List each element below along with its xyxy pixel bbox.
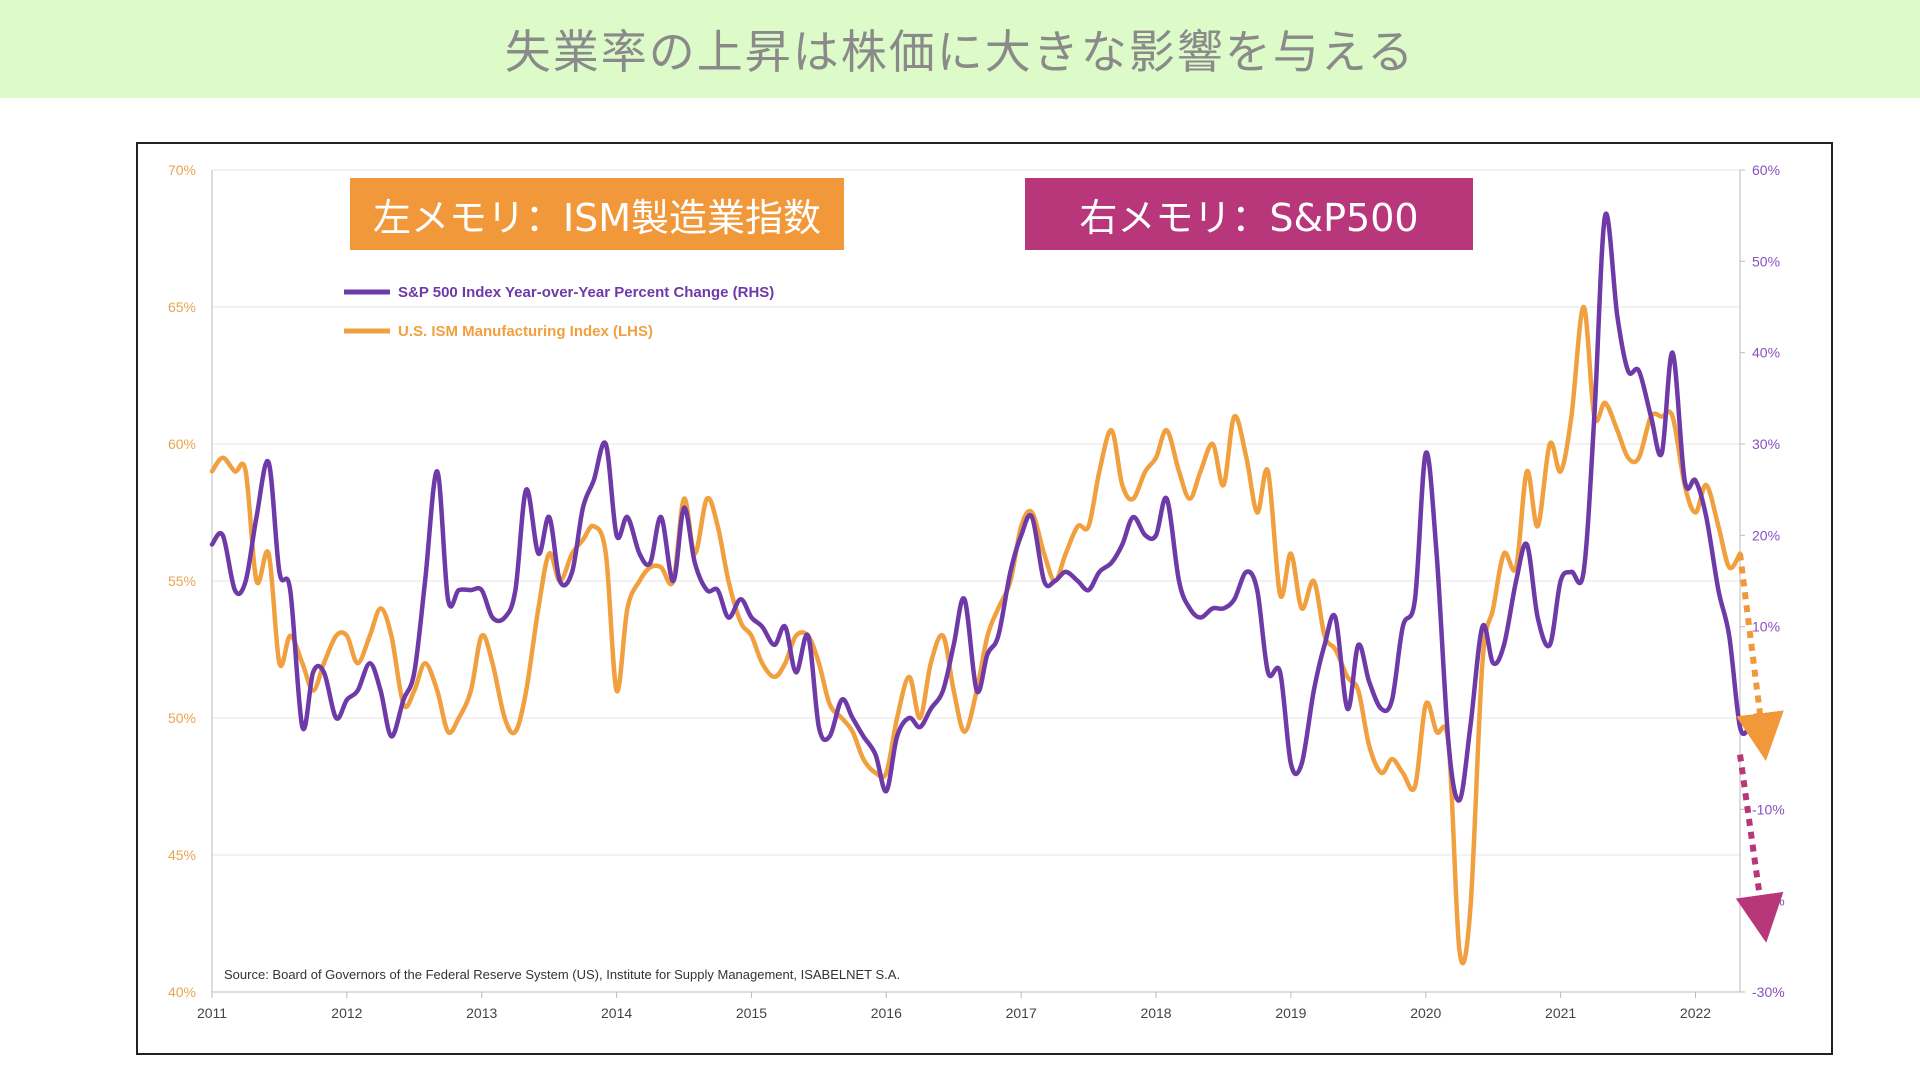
ism-series-line xyxy=(209,304,1743,966)
left-axis-tick-label: 50% xyxy=(168,710,196,726)
right-axis-tick-label: 40% xyxy=(1752,345,1780,361)
ism-forecast-arrow xyxy=(1736,553,1784,761)
right-axis-tick-label: 20% xyxy=(1752,527,1780,543)
x-axis-tick-label: 2019 xyxy=(1275,1005,1306,1021)
right-axis-tick-label: 50% xyxy=(1752,253,1780,269)
left-axis-tag: 左メモリ：ISM製造業指数 xyxy=(350,178,844,250)
right-axis-tick-label: 30% xyxy=(1752,436,1780,452)
x-axis-tick-label: 2016 xyxy=(871,1005,902,1021)
sp500-forecast-arrow xyxy=(1735,754,1784,943)
page-title: 失業率の上昇は株価に大きな影響を与える xyxy=(504,25,1416,79)
title-banner: 失業率の上昇は株価に大きな影響を与える xyxy=(0,0,1920,98)
line-chart: 40%45%50%55%60%65%70%-30%-20%-10%0%10%20… xyxy=(168,162,1785,1021)
chart-frame: 40% 45% 50% 55% 60% 65% 70% -30% -20% -10% 0% 10% 20… xyxy=(136,142,1833,1055)
x-axis-tick-label: 2021 xyxy=(1545,1005,1576,1021)
left-axis-tick-label: 60% xyxy=(168,436,196,452)
right-axis-tick-label: -20% xyxy=(1752,893,1785,909)
x-axis-tick-label: 2013 xyxy=(466,1005,497,1021)
legend-entry: U.S. ISM Manufacturing Index (LHS) xyxy=(398,323,653,340)
series-layer xyxy=(209,211,1752,966)
right-axis-tick-label: 60% xyxy=(1752,162,1780,178)
left-axis-tick-label: 70% xyxy=(168,162,196,178)
sp500-series-line xyxy=(209,211,1752,803)
left-axis-tick-label: 40% xyxy=(168,984,196,1000)
left-axis-tick-label: 65% xyxy=(168,299,196,315)
x-axis-tick-label: 2015 xyxy=(736,1005,767,1021)
x-axis-tick-label: 2014 xyxy=(601,1005,632,1021)
right-axis-tick-label: -10% xyxy=(1752,801,1785,817)
x-axis-tick-label: 2017 xyxy=(1006,1005,1037,1021)
x-axis-tick-label: 2018 xyxy=(1140,1005,1171,1021)
left-axis-tick-label: 55% xyxy=(168,573,196,589)
right-axis-tag: 右メモリ：S&P500 xyxy=(1025,178,1473,250)
right-axis-tick-label: 10% xyxy=(1752,619,1780,635)
right-axis-tick-label: -30% xyxy=(1752,984,1785,1000)
left-axis-tick-label: 45% xyxy=(168,847,196,863)
x-axis-tick-label: 2011 xyxy=(197,1005,227,1021)
x-axis-tick-label: 2022 xyxy=(1680,1005,1711,1021)
source-note: Source: Board of Governors of the Federa… xyxy=(224,967,900,982)
grid-lines xyxy=(212,169,1740,993)
x-axis-tick-label: 2012 xyxy=(331,1005,362,1021)
legend-entry: S&P 500 Index Year-over-Year Percent Cha… xyxy=(398,284,774,301)
annotation-layer xyxy=(1735,553,1784,943)
x-axis-tick-label: 2020 xyxy=(1410,1005,1441,1021)
legend: S&P 500 Index Year-over-Year Percent Cha… xyxy=(344,284,774,340)
